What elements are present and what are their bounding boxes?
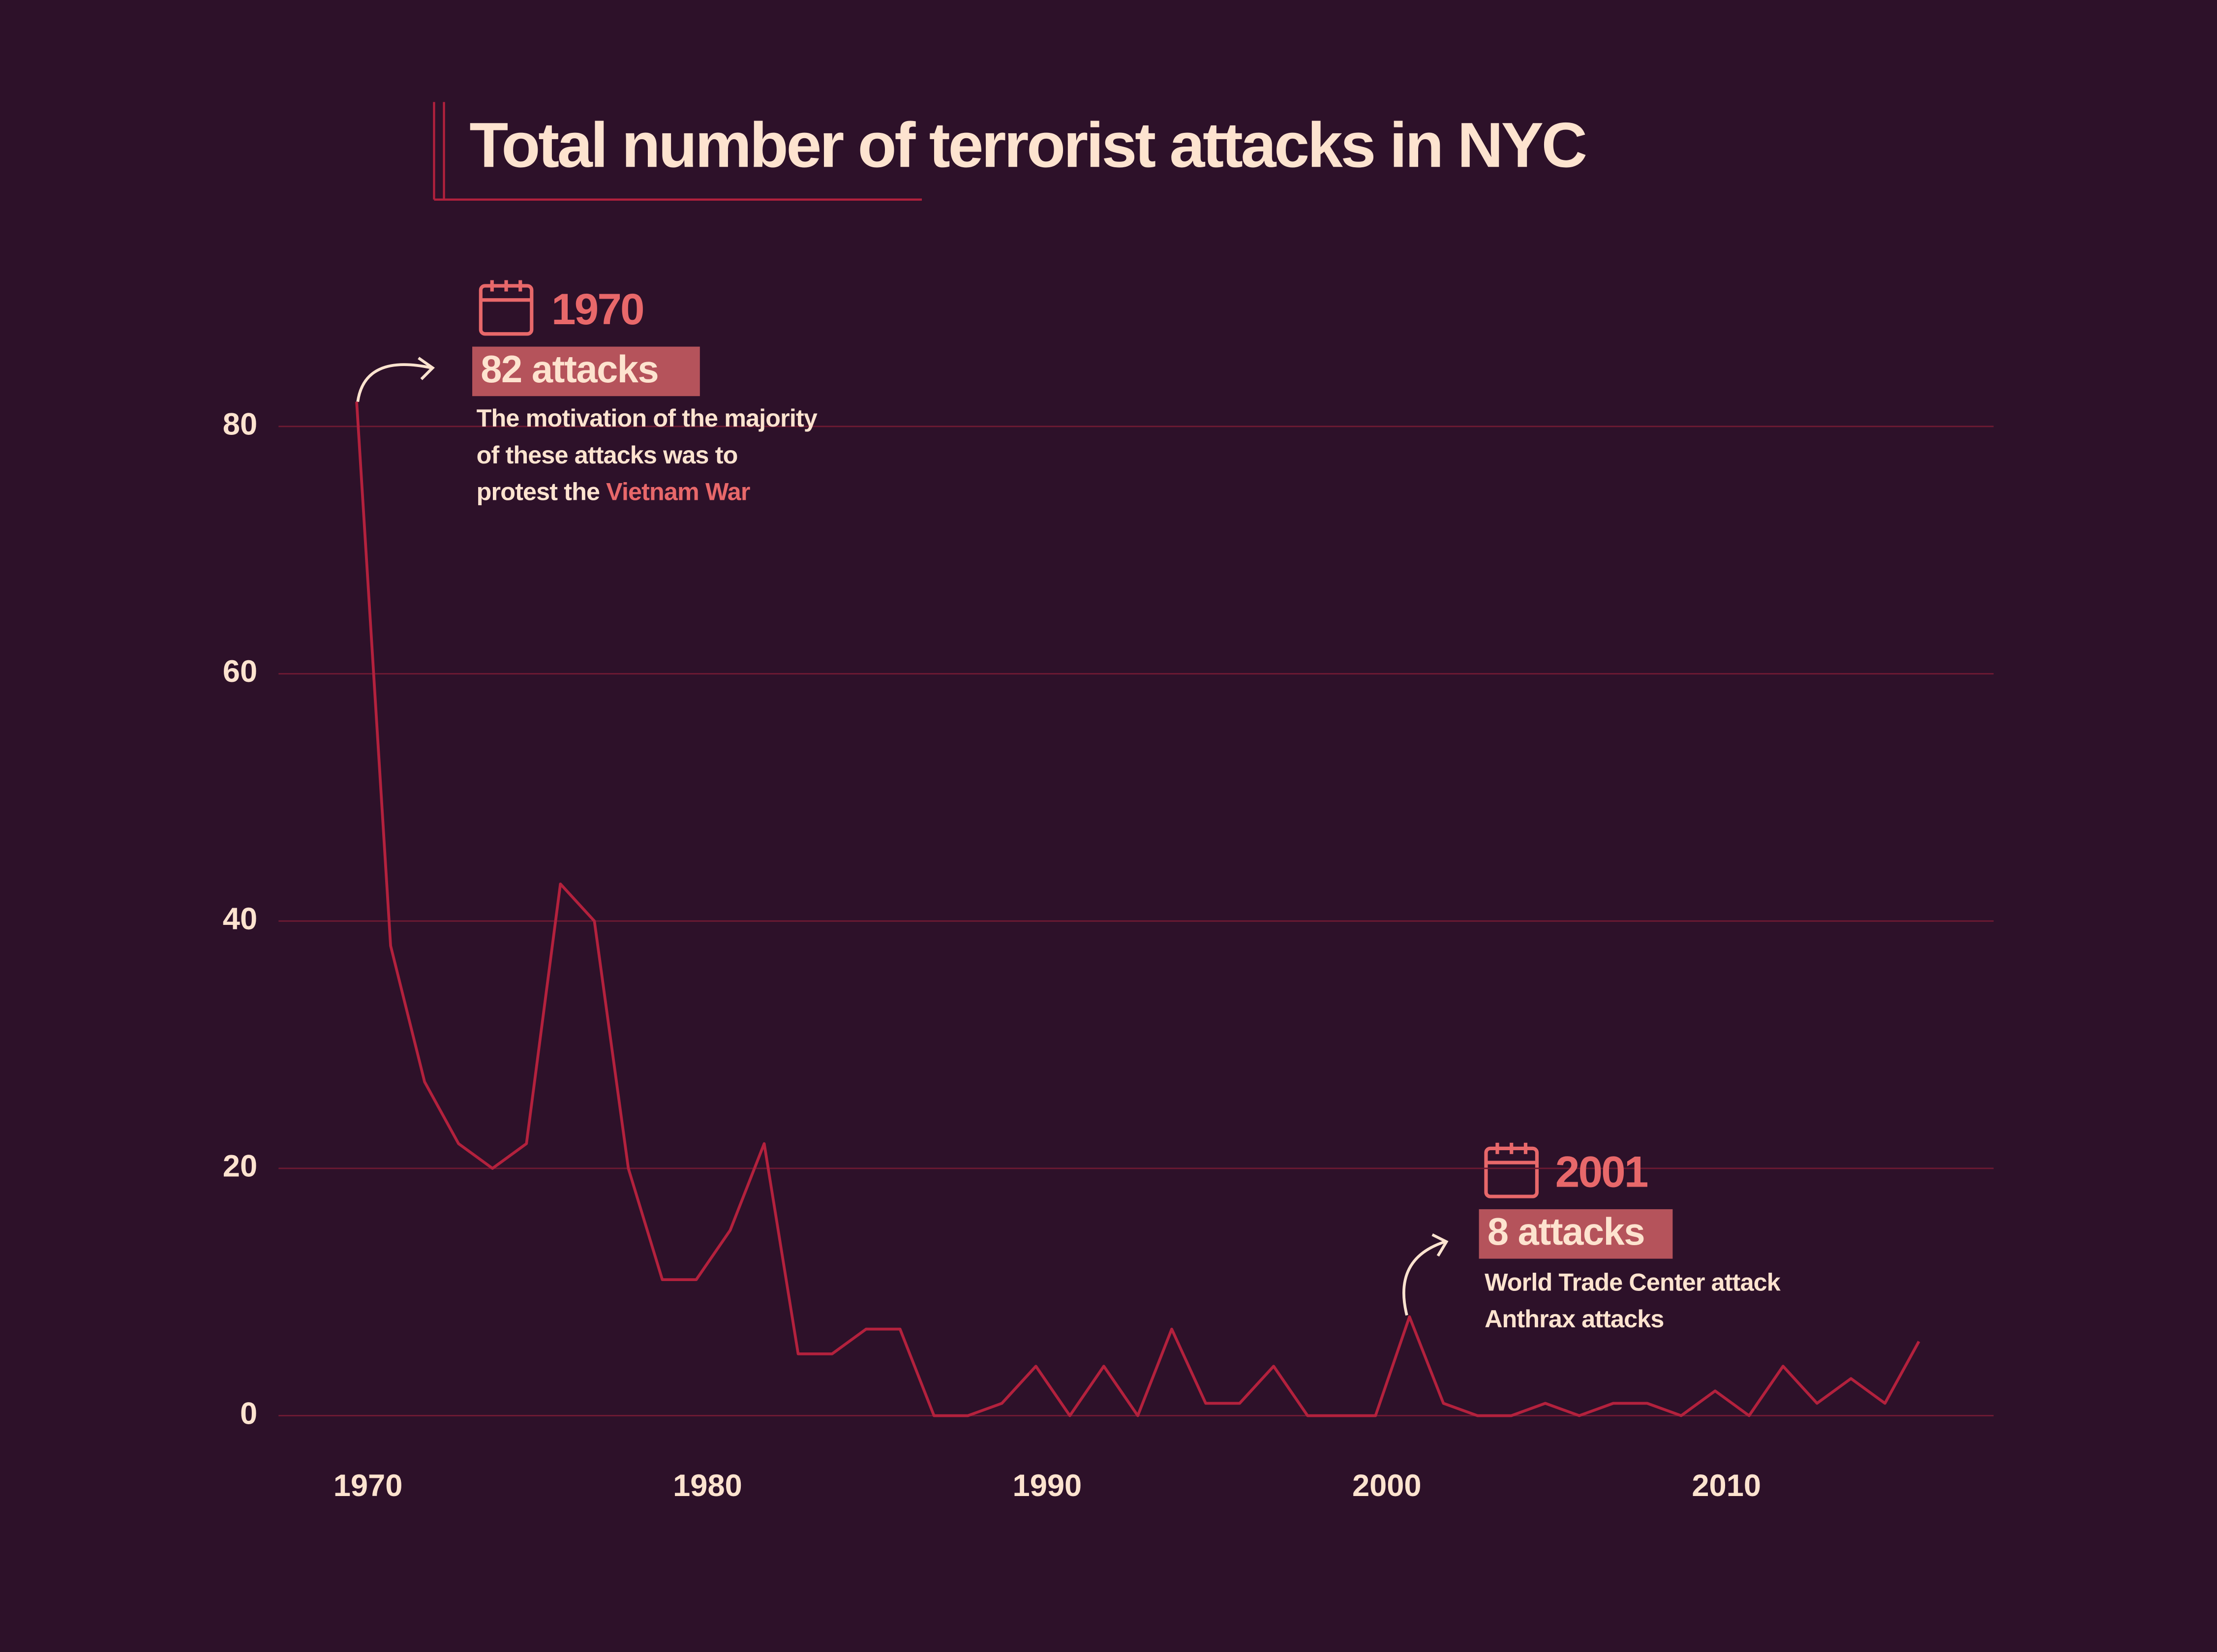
x-tick-label: 1970 xyxy=(334,1468,403,1503)
x-tick-label: 2000 xyxy=(1352,1468,1422,1503)
annotation-year: 1970 xyxy=(551,284,643,334)
annotation-label-box xyxy=(1479,1209,1673,1259)
annotation-label-box xyxy=(472,346,700,397)
annotation-text: The motivation of the majority xyxy=(477,404,818,432)
annotation-highlight: Vietnam War xyxy=(606,478,750,506)
y-tick-label: 60 xyxy=(223,654,257,689)
annotation-year: 2001 xyxy=(1555,1147,1648,1196)
annotation-text: World Trade Center attack xyxy=(1485,1268,1781,1296)
annotation-arrow xyxy=(1402,1233,1449,1316)
annotation-text: of these attacks was to xyxy=(477,441,738,469)
annotation-text-part: protest the xyxy=(477,478,607,506)
x-tick-label: 1990 xyxy=(1013,1468,1082,1503)
annotation-text: Anthrax attacks xyxy=(1485,1305,1664,1333)
data-line xyxy=(355,401,1920,1417)
calendar-icon xyxy=(479,280,534,336)
annotation-text: protest the Vietnam War xyxy=(477,478,750,506)
chart-title: Total number of terrorist attacks in NYC xyxy=(469,110,1585,181)
y-tick-label: 40 xyxy=(223,902,257,936)
annotation-text-part: Anthrax attacks xyxy=(1485,1305,1664,1333)
annotation-label: 82 attacks xyxy=(481,348,658,391)
title-decoration xyxy=(433,102,922,201)
x-tick-label: 1980 xyxy=(673,1468,742,1503)
annotation-arrow xyxy=(356,357,435,402)
annotation-text-part: The motivation of the majority xyxy=(477,404,818,432)
calendar-icon xyxy=(1484,1142,1539,1198)
annotation-label: 8 attacks xyxy=(1488,1211,1644,1253)
annotation-text-part: World Trade Center attack xyxy=(1485,1268,1781,1296)
y-tick-label: 80 xyxy=(223,407,257,442)
y-tick-label: 20 xyxy=(223,1149,257,1184)
x-tick-label: 2010 xyxy=(1692,1468,1761,1503)
annotation-text-part: of these attacks was to xyxy=(477,441,738,469)
y-tick-label: 0 xyxy=(240,1396,257,1431)
